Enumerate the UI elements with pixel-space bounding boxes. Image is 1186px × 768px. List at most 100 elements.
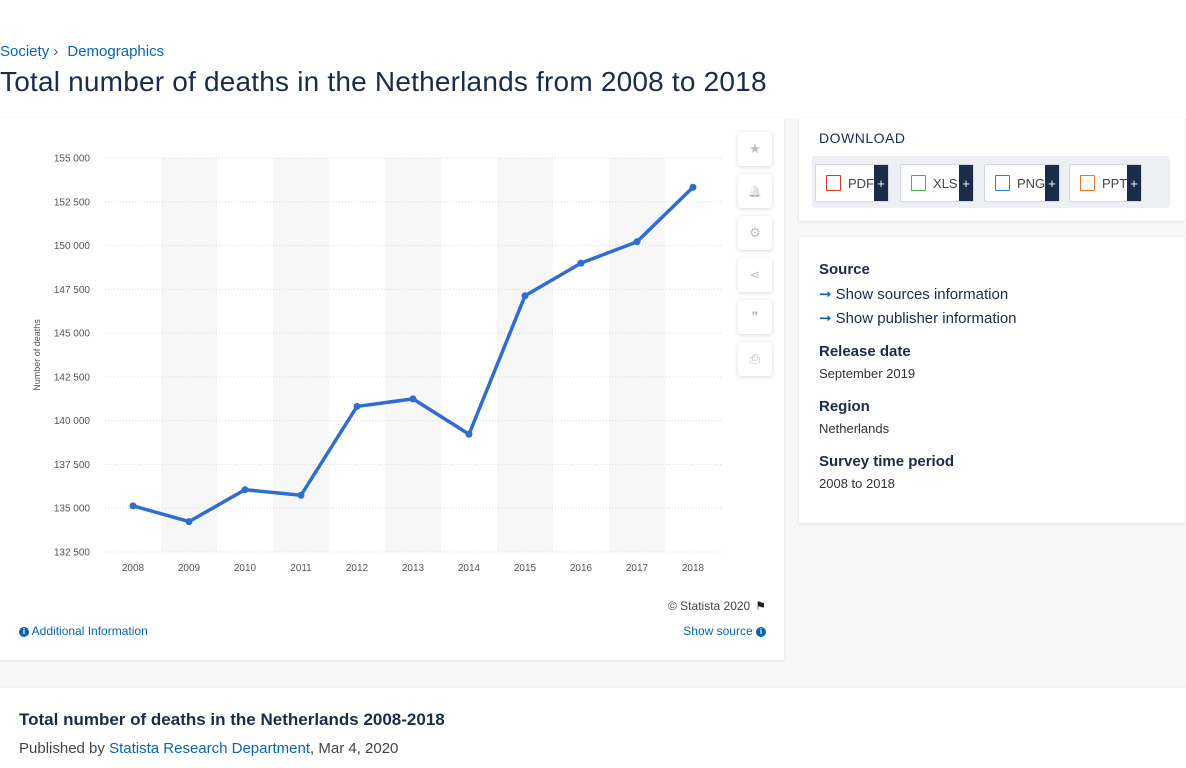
x-tick-label: 2017 [626, 563, 649, 574]
print-icon: ⎙ [749, 351, 761, 366]
share-icon: ⋖ [749, 267, 761, 282]
data-point [689, 183, 697, 191]
data-point [409, 395, 417, 403]
download-png-button[interactable]: PNG + [984, 164, 1060, 202]
additional-information-link[interactable]: i Additional Information [19, 624, 148, 638]
show-publisher-label: Show publisher information [835, 310, 1017, 327]
bell-icon: 🔔 [748, 185, 762, 198]
data-point [465, 430, 473, 438]
x-tick-label: 2010 [234, 563, 257, 574]
data-point [129, 502, 137, 510]
published-by-label: Published by [19, 740, 105, 757]
png-plus: + [1045, 165, 1059, 201]
y-tick-label: 150 000 [54, 241, 91, 252]
survey-period-value: 2008 to 2018 [819, 476, 895, 491]
data-point [297, 491, 305, 499]
column-band [609, 158, 665, 552]
y-tick-label: 137 500 [54, 460, 91, 471]
download-title: DOWNLOAD [819, 130, 906, 146]
source-label: Source [819, 261, 870, 278]
download-card: DOWNLOAD PDF + XLS + PNG + PPT + [799, 118, 1185, 221]
show-sources-label: Show sources information [835, 286, 1009, 303]
column-band [497, 158, 553, 552]
y-tick-label: 132 500 [54, 548, 91, 559]
cite-button[interactable]: ❞ [738, 300, 772, 334]
x-tick-label: 2011 [290, 563, 312, 574]
png-file-icon [995, 175, 1010, 191]
data-point [577, 259, 585, 267]
ppt-file-icon [1080, 175, 1095, 191]
description-card: Total number of deaths in the Netherland… [0, 688, 1186, 768]
show-source-label: Show source [683, 624, 753, 638]
breadcrumb-society[interactable]: Society [0, 43, 50, 60]
column-band [385, 158, 441, 552]
page-title: Total number of deaths in the Netherland… [0, 66, 767, 97]
data-point [353, 402, 361, 410]
arrow-right-icon: ➞ [819, 310, 832, 327]
share-button[interactable]: ⋖ [738, 258, 772, 292]
data-point [241, 486, 249, 494]
data-point [633, 238, 641, 246]
y-tick-label: 142 500 [54, 372, 91, 383]
y-axis-label: Number of deaths [32, 319, 42, 391]
x-tick-label: 2012 [346, 563, 369, 574]
copyright-notice: © Statista 2020 ⚑ [668, 599, 766, 613]
region-label: Region [819, 398, 870, 415]
y-tick-label: 155 000 [54, 154, 91, 165]
show-sources-link[interactable]: ➞ Show sources information [819, 285, 1008, 303]
x-tick-label: 2013 [402, 563, 425, 574]
column-band [161, 158, 217, 552]
column-band [273, 158, 329, 552]
region-value: Netherlands [819, 421, 890, 436]
y-tick-label: 152 500 [54, 197, 91, 208]
x-tick-label: 2008 [122, 563, 145, 574]
top-band [0, 0, 1186, 118]
download-ppt-label: PPT [1102, 175, 1128, 191]
download-xls-button[interactable]: XLS + [900, 164, 974, 202]
download-png-label: PNG [1017, 175, 1046, 191]
publisher-link[interactable]: Statista Research Department [109, 740, 311, 757]
release-date-label: Release date [819, 343, 911, 360]
y-tick-label: 145 000 [54, 329, 91, 340]
quote-icon: ❞ [751, 309, 759, 324]
y-tick-label: 140 000 [54, 416, 91, 427]
release-date-value: September 2019 [819, 366, 916, 381]
publish-date: , Mar 4, 2020 [310, 740, 399, 757]
line-chart: 132 500 135 000 137 500 140 000 142 500 145 0… [32, 154, 721, 574]
download-ppt-button[interactable]: PPT + [1069, 164, 1142, 202]
additional-information-label: Additional Information [31, 624, 148, 638]
published-line: Published by Statista Research Departmen… [19, 740, 398, 757]
description-title: Total number of deaths in the Netherland… [19, 710, 445, 729]
download-pdf-button[interactable]: PDF + [815, 164, 889, 202]
notification-button[interactable]: 🔔 [738, 174, 772, 208]
xls-plus: + [959, 165, 973, 201]
show-publisher-link[interactable]: ➞ Show publisher information [819, 309, 1017, 327]
download-xls-label: XLS [933, 175, 958, 191]
favorite-button[interactable]: ★ [738, 132, 772, 166]
flag-icon[interactable]: ⚑ [755, 599, 766, 613]
star-icon: ★ [749, 141, 761, 156]
pdf-plus: + [874, 165, 888, 201]
ppt-plus: + [1127, 165, 1141, 201]
print-button[interactable]: ⎙ [738, 342, 772, 376]
chart-card: 132 500 135 000 137 500 140 000 142 500 145 0… [0, 118, 784, 660]
y-tick-label: 147 500 [54, 285, 91, 296]
breadcrumb-demographics[interactable]: Demographics [67, 43, 165, 60]
x-tick-label: 2009 [178, 563, 201, 574]
info-icon: i [19, 627, 29, 637]
breadcrumb: Society › Demographics [0, 43, 164, 60]
show-source-link[interactable]: Show source i [683, 624, 766, 638]
x-tick-label: 2014 [458, 563, 481, 574]
data-point [521, 292, 529, 300]
xls-file-icon [911, 175, 926, 191]
gear-icon: ⚙ [749, 225, 761, 240]
statistic-info-card: Source ➞ Show sources information ➞ Show p… [799, 237, 1185, 523]
download-pdf-label: PDF [848, 175, 874, 191]
download-buttons: PDF + XLS + PNG + PPT + [812, 156, 1170, 208]
x-tick-label: 2018 [682, 563, 705, 574]
x-tick-label: 2015 [514, 563, 537, 574]
pdf-file-icon [826, 175, 841, 191]
data-point [185, 518, 193, 526]
arrow-right-icon: ➞ [819, 286, 832, 303]
settings-button[interactable]: ⚙ [738, 216, 772, 250]
